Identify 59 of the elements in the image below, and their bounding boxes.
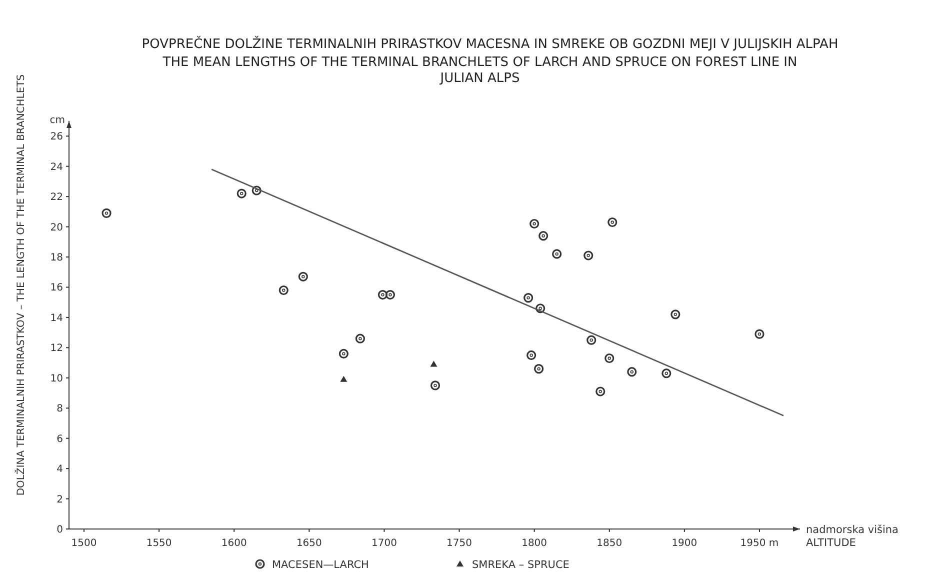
point: [530, 218, 540, 229]
x-tick-label: 1850: [596, 538, 622, 549]
x-tick-label: 1950 m: [740, 538, 779, 549]
y-tick-label: 2: [56, 494, 63, 506]
point: [430, 380, 440, 390]
point: [627, 367, 637, 377]
x-tick-label: 1800: [522, 538, 548, 549]
point: [586, 335, 596, 345]
point: [596, 386, 606, 396]
point: [604, 353, 614, 364]
point: [662, 368, 672, 378]
point: [608, 217, 618, 228]
point: [236, 188, 246, 198]
point: [338, 348, 348, 359]
y-tick-label: 16: [50, 282, 63, 294]
legend-label: SMREKA – SPRUCE: [472, 559, 570, 571]
point: [340, 376, 348, 382]
point: [524, 293, 534, 303]
y-tick-label: 24: [50, 162, 63, 173]
y-tick-label: 12: [50, 343, 63, 354]
point: [252, 186, 262, 196]
point: [385, 290, 396, 300]
point: [378, 290, 388, 300]
x-tick-label: 1650: [296, 538, 322, 549]
point: [536, 304, 546, 314]
y-tick-label: 22: [50, 192, 63, 204]
x-tick-label: 1900: [672, 538, 698, 549]
point: [102, 208, 112, 218]
point: [355, 334, 365, 344]
x-tick-label: 1750: [446, 538, 472, 549]
x-axis-title: nadmorska višina ALTITUDE: [806, 524, 898, 549]
y-tick-label: 4: [56, 464, 63, 476]
y-tick-label: 14: [50, 312, 63, 324]
y-tick-label: 6: [56, 434, 63, 445]
point: [754, 329, 764, 339]
y-tick-label: 8: [56, 404, 63, 415]
point: [670, 310, 680, 320]
y-axis-title: DOLŽINA TERMINALNIH PRIRASTKOV – THE LENGTH OF THE TERMINAL BRANCHLETS: [14, 74, 27, 496]
text: cm: [50, 115, 65, 126]
x-tick-label: 1550: [146, 538, 172, 549]
point: [552, 249, 562, 259]
point: [430, 360, 438, 367]
x-tick-label: 1600: [221, 538, 247, 549]
point: [298, 272, 308, 282]
y-tick-label: 10: [50, 373, 63, 384]
point: [278, 285, 288, 296]
chart-title: POVPREČNE DOLŽINE TERMINALNIH PRIRASTKOV MACESNA IN SMREKE OB GOZDNI MEJI V JULIJSKIH ALPAH: [142, 35, 838, 52]
point: [526, 350, 536, 360]
y-tick-label: 18: [50, 252, 63, 264]
point: [534, 364, 544, 374]
y-tick-label: 26: [50, 132, 63, 143]
point: [538, 231, 548, 241]
legend-label: MACESEN—LARCH: [272, 559, 369, 571]
chart-subtitle: THE MEAN LENGTHS OF THE TERMINAL BRANCHLETS OF LARCH AND SPRUCE ON FOREST LINE IN JULIAN ALPS: [162, 55, 798, 86]
x-tick-label: 1500: [71, 538, 97, 549]
y-tick-label: 20: [50, 222, 63, 234]
point: [584, 250, 594, 260]
y-tick-label: 0: [56, 524, 63, 536]
x-tick-label: 1700: [371, 538, 397, 549]
